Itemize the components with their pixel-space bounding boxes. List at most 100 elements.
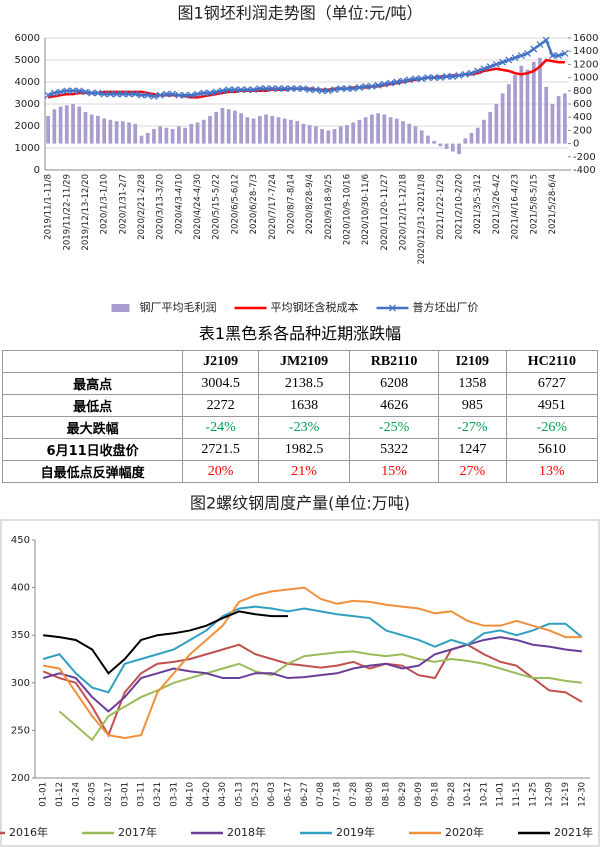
- marker: [418, 75, 426, 83]
- y-tick-label: 6000: [15, 33, 40, 44]
- marker: [486, 63, 494, 71]
- bar: [519, 65, 524, 144]
- table-cell: 2138.5: [257, 372, 351, 395]
- x-tick-label: 2021/1/22-1/29: [436, 174, 446, 240]
- marker: [517, 52, 525, 60]
- bar: [245, 117, 250, 144]
- table-cell: -25%: [349, 416, 439, 439]
- corner-cell: [1, 350, 184, 373]
- table-cell: 1247: [437, 438, 507, 461]
- x-tick-label: 2021/3/26-4/2: [492, 174, 502, 234]
- column-header: J2109: [182, 350, 259, 373]
- bar: [96, 115, 100, 144]
- marker: [524, 49, 531, 57]
- x-tick-label: 2020/10/30-11/6: [361, 174, 371, 245]
- table-cell: 2721.5: [182, 438, 259, 461]
- y2-tick-label: -400: [573, 165, 596, 176]
- table-title: 表1黑色系各品种近期涨跌幅: [198, 324, 402, 343]
- y-tick-label: 400: [11, 583, 30, 594]
- line: [42, 586, 582, 740]
- bar: [345, 125, 349, 144]
- bar: [208, 115, 212, 144]
- marker: [225, 86, 233, 94]
- table-cell: 3004.5: [182, 372, 259, 395]
- bar: [114, 121, 119, 144]
- marker: [548, 52, 556, 60]
- bar: [189, 123, 194, 144]
- x-tick-label: 2020/12/31-2021/1/8: [417, 174, 427, 264]
- x-tick-label: 05-23: [251, 782, 261, 807]
- bar: [46, 115, 50, 144]
- y2-tick-label: 1000: [573, 73, 598, 84]
- y2-tick-label: 1400: [573, 46, 598, 57]
- y2-tick-label: 1200: [573, 59, 598, 70]
- y2-tick-label: 0: [573, 139, 579, 150]
- table-cell: 985: [437, 394, 507, 417]
- x-tick-label: 06-27: [300, 782, 310, 807]
- column-header: JM2109: [257, 350, 351, 373]
- x-tick-label: 2020/12/11-12/18: [399, 174, 409, 251]
- marker: [44, 91, 52, 99]
- bar: [226, 109, 231, 144]
- x-tick-label: 2020/9/18-9/25: [324, 174, 334, 240]
- y-tick-label: 3000: [15, 99, 40, 110]
- x-tick-label: 10-21: [479, 782, 489, 807]
- bar: [58, 106, 63, 144]
- line: [47, 38, 566, 98]
- x-tick-label: 07-28: [349, 782, 359, 807]
- bar: [401, 121, 405, 144]
- row-label: 最低点: [1, 394, 184, 417]
- x-tick-label: 2021/2/10-2/20: [455, 174, 465, 240]
- marker: [374, 81, 382, 89]
- bar: [376, 113, 380, 144]
- x-tick-label: 09-09: [414, 782, 424, 807]
- x-tick-label: 12-09: [545, 782, 555, 807]
- x-tick-label: 02-17: [104, 782, 114, 807]
- row-label: 最高点: [1, 372, 184, 395]
- row-label: 6月11日收盘价: [1, 438, 184, 461]
- legend-label: 2020年: [445, 825, 484, 839]
- x-tick-label: 12-30: [577, 782, 587, 807]
- x-tick-label: 08-29: [398, 782, 408, 807]
- bar: [363, 117, 368, 144]
- marker: [175, 91, 183, 99]
- bar: [313, 126, 318, 144]
- bar: [102, 118, 107, 144]
- chart-frame: [0, 519, 600, 847]
- bar: [108, 119, 113, 144]
- bar: [432, 140, 437, 144]
- x-tick-label: 2019/11/22-11/29: [62, 174, 72, 251]
- bar: [506, 84, 511, 144]
- marker: [256, 85, 264, 93]
- x-tick-label: 08-18: [381, 782, 391, 807]
- table-cell: -26%: [505, 416, 599, 439]
- x-tick-label: 06-03: [267, 782, 277, 807]
- bar: [357, 119, 362, 144]
- table-row: 最高点 3004.5 2138.5 6208 1358 6727: [1, 372, 599, 395]
- bar: [482, 119, 486, 144]
- bar: [426, 135, 430, 144]
- marker: [468, 69, 475, 77]
- x-tick-label: 03-11: [137, 782, 147, 807]
- bar: [544, 86, 549, 144]
- legend-swatch: [111, 304, 130, 312]
- column-header: RB2110: [349, 350, 439, 373]
- marker: [162, 90, 170, 98]
- bar: [264, 114, 268, 144]
- bar: [257, 115, 262, 144]
- bar: [120, 121, 125, 144]
- marker: [387, 79, 395, 87]
- marker: [306, 86, 314, 94]
- marker: [449, 73, 457, 80]
- table-cell: 13%: [505, 460, 599, 483]
- bar: [301, 123, 306, 144]
- y2-tick-label: -200: [573, 152, 596, 163]
- marker: [337, 85, 345, 93]
- marker: [461, 70, 469, 78]
- table-cell: 1358: [437, 372, 507, 395]
- bar: [282, 118, 287, 144]
- bar: [394, 118, 399, 144]
- bar: [382, 114, 387, 144]
- marker: [169, 90, 177, 98]
- y-tick-label: 5000: [15, 55, 40, 66]
